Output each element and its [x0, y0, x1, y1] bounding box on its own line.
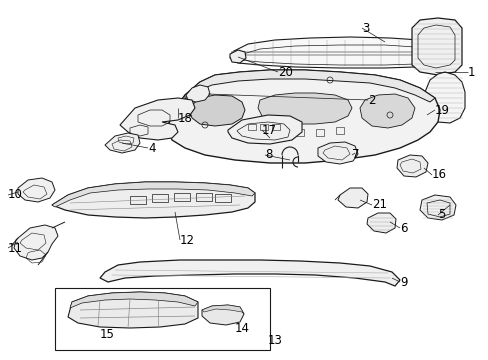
Polygon shape: [229, 50, 245, 63]
Polygon shape: [105, 133, 140, 153]
Polygon shape: [70, 292, 198, 308]
Text: 4: 4: [148, 141, 155, 154]
Polygon shape: [190, 95, 244, 126]
Text: 8: 8: [264, 148, 272, 162]
Polygon shape: [168, 70, 439, 163]
Polygon shape: [396, 155, 427, 177]
Text: 18: 18: [178, 112, 192, 125]
Polygon shape: [411, 18, 461, 75]
Text: 7: 7: [351, 148, 359, 162]
Text: 20: 20: [278, 66, 292, 78]
Polygon shape: [229, 37, 451, 68]
Polygon shape: [52, 182, 254, 218]
Polygon shape: [52, 182, 254, 207]
Text: 11: 11: [8, 242, 23, 255]
Polygon shape: [258, 93, 351, 124]
Polygon shape: [100, 260, 399, 286]
Text: 15: 15: [100, 328, 115, 342]
Text: 21: 21: [371, 198, 386, 211]
Polygon shape: [337, 188, 367, 208]
Text: 13: 13: [267, 333, 282, 346]
Polygon shape: [184, 70, 434, 102]
Polygon shape: [202, 305, 244, 325]
Text: 2: 2: [367, 94, 375, 107]
Polygon shape: [366, 213, 395, 233]
Polygon shape: [424, 72, 464, 123]
Text: 3: 3: [361, 22, 368, 35]
Polygon shape: [317, 142, 357, 164]
Polygon shape: [120, 98, 195, 140]
Polygon shape: [18, 178, 55, 202]
Text: 10: 10: [8, 189, 23, 202]
Text: 14: 14: [235, 321, 249, 334]
Text: 6: 6: [399, 221, 407, 234]
Text: 19: 19: [434, 104, 449, 117]
Polygon shape: [68, 292, 198, 328]
Polygon shape: [227, 115, 302, 144]
Polygon shape: [185, 85, 209, 102]
Text: 16: 16: [431, 168, 446, 181]
Text: 12: 12: [180, 234, 195, 247]
Text: 1: 1: [467, 66, 474, 78]
Polygon shape: [359, 94, 414, 128]
Polygon shape: [14, 225, 58, 260]
Text: 5: 5: [437, 208, 445, 221]
Polygon shape: [419, 195, 455, 220]
Text: 9: 9: [399, 275, 407, 288]
Bar: [55, 288, 269, 350]
Text: 17: 17: [262, 123, 276, 136]
Polygon shape: [202, 305, 244, 314]
